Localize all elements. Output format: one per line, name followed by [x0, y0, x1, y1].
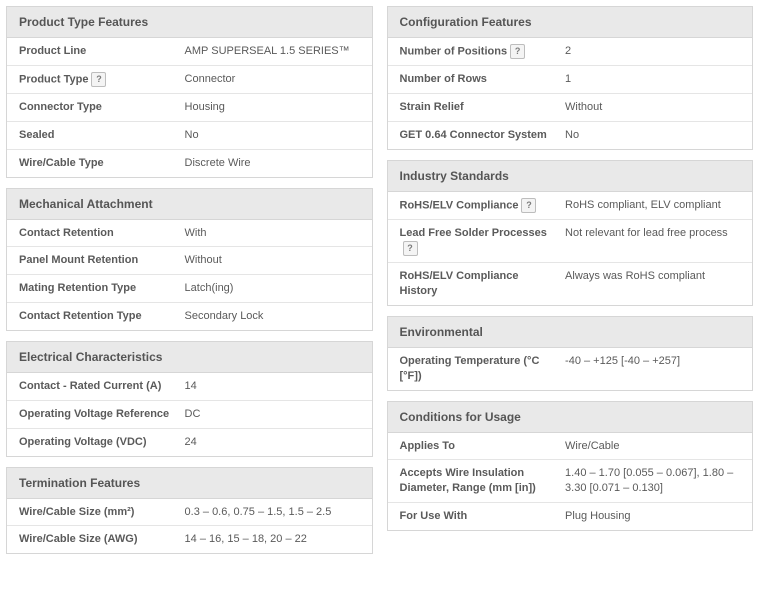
spec-value: 0.3 – 0.6, 0.75 – 1.5, 1.5 – 2.5	[185, 505, 362, 520]
spec-row: Lead Free Solder Processes? Not relevant …	[388, 220, 753, 263]
spec-value: 1.40 – 1.70 [0.055 – 0.067], 1.80 – 3.30…	[565, 466, 742, 496]
spec-label: RoHS/ELV Compliance History	[400, 269, 558, 299]
spec-value: Connector	[185, 72, 362, 87]
spec-label: For Use With	[400, 509, 558, 524]
spec-row: GET 0.64 Connector System No	[388, 122, 753, 149]
spec-value: 24	[185, 435, 362, 450]
spec-value: Wire/Cable	[565, 439, 742, 454]
section-header: Industry Standards	[388, 161, 753, 192]
spec-label: Product Line	[19, 44, 177, 59]
spec-row: Number of Rows 1	[388, 66, 753, 94]
spec-row: Contact Retention With	[7, 220, 372, 248]
left-column: Product Type Features Product Line AMP SUP…	[6, 6, 373, 554]
section-header: Conditions for Usage	[388, 402, 753, 433]
spec-label: Connector Type	[19, 100, 177, 115]
spec-row: Mating Retention Type Latch(ing)	[7, 275, 372, 303]
spec-row: For Use With Plug Housing	[388, 503, 753, 530]
spec-section: Termination FeaturesWire/Cable Size (mm²…	[6, 467, 373, 555]
spec-label: Mating Retention Type	[19, 281, 177, 296]
spec-label: Number of Positions?	[400, 44, 558, 59]
spec-value: Not relevant for lead free process	[565, 226, 742, 241]
spec-value: -40 – +125 [-40 – +257]	[565, 354, 742, 369]
spec-label: Operating Voltage (VDC)	[19, 435, 177, 450]
spec-value: 2	[565, 44, 742, 59]
spec-row: Accepts Wire Insulation Diameter, Range …	[388, 460, 753, 503]
spec-label: Number of Rows	[400, 72, 558, 87]
spec-value: No	[565, 128, 742, 143]
spec-section: Industry StandardsRoHS/ELV Compliance?Ro…	[387, 160, 754, 306]
spec-value: Latch(ing)	[185, 281, 362, 296]
spec-value: With	[185, 226, 362, 241]
section-header: Environmental	[388, 317, 753, 348]
spec-label: GET 0.64 Connector System	[400, 128, 558, 143]
spec-value: Secondary Lock	[185, 309, 362, 324]
section-header: Product Type Features	[7, 7, 372, 38]
spec-value: Plug Housing	[565, 509, 742, 524]
spec-label: Operating Temperature (°C [°F])	[400, 354, 558, 384]
spec-value: Discrete Wire	[185, 156, 362, 171]
spec-label: Contact Retention Type	[19, 309, 177, 324]
spec-value: Without	[185, 253, 362, 268]
spec-row: Product Line AMP SUPERSEAL 1.5 SERIES™	[7, 38, 372, 66]
spec-label: Strain Relief	[400, 100, 558, 115]
section-header: Electrical Characteristics	[7, 342, 372, 373]
spec-label: Wire/Cable Type	[19, 156, 177, 171]
spec-label: Contact Retention	[19, 226, 177, 241]
spec-label: Contact - Rated Current (A)	[19, 379, 177, 394]
spec-value: RoHS compliant, ELV compliant	[565, 198, 742, 213]
spec-section: Configuration FeaturesNumber of Position…	[387, 6, 754, 150]
right-column: Configuration FeaturesNumber of Position…	[387, 6, 754, 554]
spec-value: No	[185, 128, 362, 143]
spec-row: RoHS/ELV Compliance? RoHS compliant, ELV …	[388, 192, 753, 220]
spec-label: Operating Voltage Reference	[19, 407, 177, 422]
spec-row: Wire/Cable Type Discrete Wire	[7, 150, 372, 177]
spec-section: Product Type Features Product Line AMP SUP…	[6, 6, 373, 178]
spec-row: Connector Type Housing	[7, 94, 372, 122]
section-header: Configuration Features	[388, 7, 753, 38]
spec-section: Mechanical Attachment Contact Retention Wi…	[6, 188, 373, 331]
spec-value: AMP SUPERSEAL 1.5 SERIES™	[185, 44, 362, 59]
spec-value: 14	[185, 379, 362, 394]
spec-label: RoHS/ELV Compliance?	[400, 198, 558, 213]
spec-label: Wire/Cable Size (mm²)	[19, 505, 177, 520]
spec-row: Strain Relief Without	[388, 94, 753, 122]
spec-row: RoHS/ELV Compliance History Always was Ro…	[388, 263, 753, 305]
spec-row: Contact Retention Type Secondary Lock	[7, 303, 372, 330]
spec-label: Applies To	[400, 439, 558, 454]
spec-value: Housing	[185, 100, 362, 115]
section-header: Mechanical Attachment	[7, 189, 372, 220]
help-icon[interactable]: ?	[403, 241, 418, 256]
section-header: Termination Features	[7, 468, 372, 499]
spec-row: Sealed No	[7, 122, 372, 150]
spec-row: Wire/Cable Size (AWG) 14 – 16, 15 – 18, 2…	[7, 526, 372, 553]
spec-value: Always was RoHS compliant	[565, 269, 742, 284]
help-icon[interactable]: ?	[91, 72, 106, 87]
spec-label: Product Type?	[19, 72, 177, 87]
spec-row: Applies To Wire/Cable	[388, 433, 753, 461]
spec-label: Accepts Wire Insulation Diameter, Range …	[400, 466, 558, 496]
spec-row: Wire/Cable Size (mm²) 0.3 – 0.6, 0.75 – 1…	[7, 499, 372, 527]
spec-label: Sealed	[19, 128, 177, 143]
spec-row: Operating Voltage Reference DC	[7, 401, 372, 429]
spec-row: Operating Temperature (°C [°F]) -40 – +12…	[388, 348, 753, 390]
spec-row: Number of Positions? 2	[388, 38, 753, 66]
help-icon[interactable]: ?	[510, 44, 525, 59]
spec-label: Wire/Cable Size (AWG)	[19, 532, 177, 547]
spec-row: Product Type? Connector	[7, 66, 372, 94]
spec-label: Panel Mount Retention	[19, 253, 177, 268]
spec-row: Contact - Rated Current (A) 14	[7, 373, 372, 401]
spec-value: DC	[185, 407, 362, 422]
spec-row: Panel Mount Retention Without	[7, 247, 372, 275]
spec-label: Lead Free Solder Processes?	[400, 226, 558, 256]
spec-value: 1	[565, 72, 742, 87]
spec-section: Conditions for Usage Applies To Wire/Cable…	[387, 401, 754, 531]
help-icon[interactable]: ?	[521, 198, 536, 213]
spec-row: Operating Voltage (VDC) 24	[7, 429, 372, 456]
spec-section: Electrical CharacteristicsContact - Rate…	[6, 341, 373, 457]
spec-container: Product Type Features Product Line AMP SUP…	[6, 6, 753, 554]
spec-value: Without	[565, 100, 742, 115]
spec-section: EnvironmentalOperating Temperature (°C […	[387, 316, 754, 391]
spec-value: 14 – 16, 15 – 18, 20 – 22	[185, 532, 362, 547]
